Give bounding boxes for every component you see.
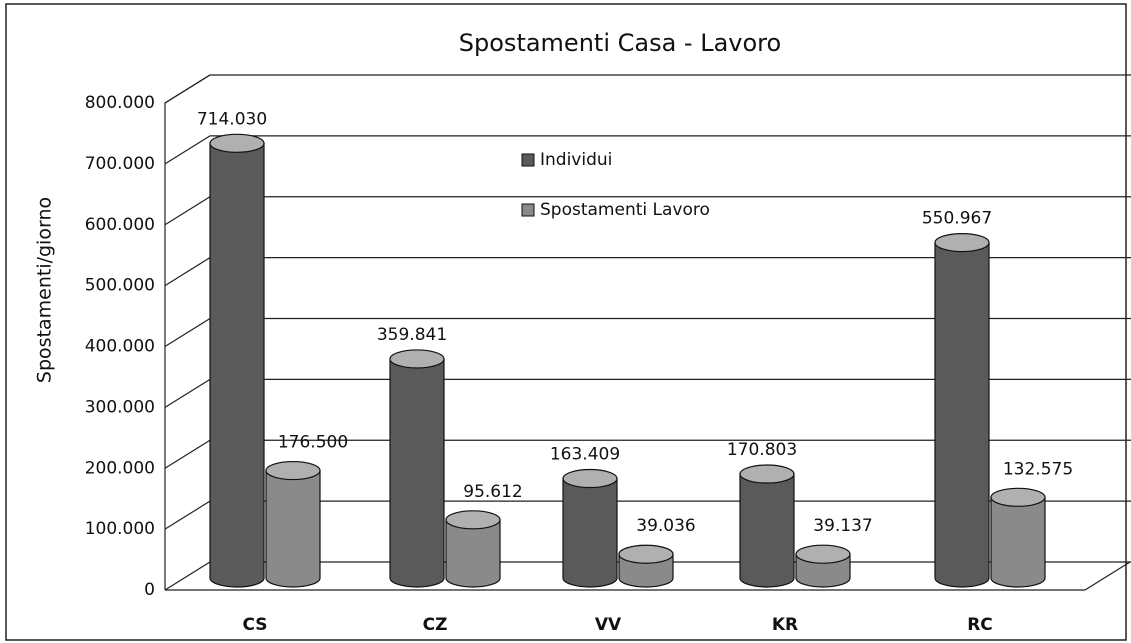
bar-top: [795, 544, 851, 564]
x-tick-label: CZ: [423, 615, 448, 635]
legend-label: Individui: [540, 150, 612, 170]
bar-top: [990, 487, 1046, 507]
data-label: 132.575: [1003, 459, 1073, 479]
data-label: 176.500: [278, 433, 348, 453]
bar-top: [618, 544, 674, 564]
bar-top: [209, 133, 265, 153]
data-label: 95.612: [463, 482, 522, 502]
bar: [990, 496, 1046, 588]
grid-line: [164, 135, 1131, 165]
y-tick-label: 200.000: [85, 458, 155, 478]
bar: [562, 477, 618, 588]
x-tick-label: RC: [967, 615, 993, 635]
data-label: 39.137: [813, 516, 872, 536]
y-tick-label: 300.000: [85, 397, 155, 417]
bar-top: [562, 468, 618, 489]
bar: [265, 469, 321, 588]
x-tick-label: KR: [772, 615, 798, 635]
bar: [389, 358, 445, 588]
bar-top: [265, 460, 321, 481]
bar: [739, 473, 795, 588]
y-tick-label: 100.000: [85, 519, 155, 539]
floor: [165, 561, 1131, 591]
data-label: 359.841: [377, 325, 447, 345]
bar-top: [934, 232, 990, 253]
chart-title: Spostamenti Casa - Lavoro: [459, 29, 781, 57]
data-label: 163.409: [550, 445, 620, 465]
x-tick-label: VV: [595, 615, 622, 635]
y-axis-label: Spostamenti/giorno: [34, 197, 56, 383]
data-label: 170.803: [727, 440, 797, 460]
grid-line: [164, 74, 1131, 104]
y-tick-label: 600.000: [85, 215, 155, 235]
legend-swatch: [521, 153, 535, 167]
y-tick-label: 800.000: [85, 93, 155, 113]
bar: [445, 519, 501, 588]
legend-label: Spostamenti Lavoro: [540, 200, 710, 220]
data-label: 39.036: [636, 516, 695, 536]
y-tick-label: 500.000: [85, 276, 155, 296]
bar: [209, 142, 265, 588]
data-label: 550.967: [922, 209, 992, 229]
legend-swatch: [521, 203, 535, 217]
y-tick-label: 700.000: [85, 154, 155, 174]
data-label: 714.030: [197, 109, 267, 129]
bar-top: [389, 349, 445, 369]
x-tick-label: CS: [242, 615, 267, 635]
bar-top: [445, 510, 501, 530]
y-tick-label: 0: [144, 580, 155, 600]
y-tick-label: 400.000: [85, 337, 155, 357]
bar-top: [739, 464, 795, 484]
bar: [934, 241, 990, 588]
